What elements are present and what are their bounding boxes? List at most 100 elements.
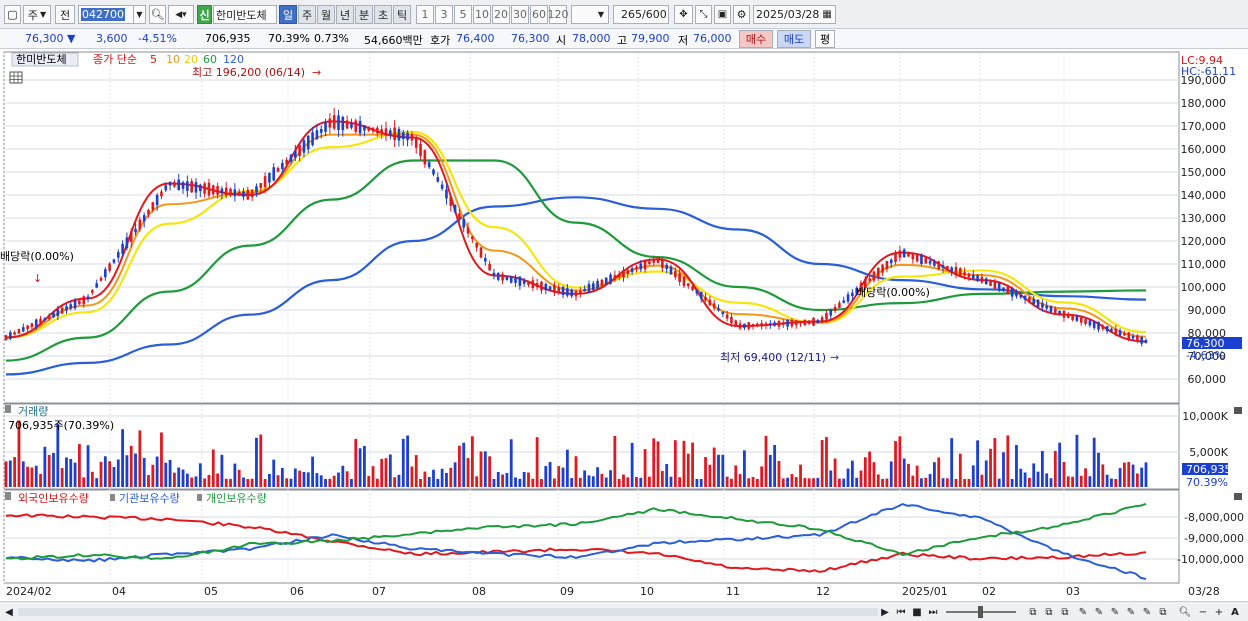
volume-bar xyxy=(432,469,435,487)
code-dropdown-icon[interactable]: ▼ xyxy=(133,5,146,24)
period-tab[interactable]: 일 xyxy=(279,5,297,24)
zoom-slider-handle[interactable] xyxy=(978,606,983,618)
volume-bar xyxy=(587,475,591,487)
candle-body xyxy=(56,309,60,317)
pen-icon[interactable]: ✎ xyxy=(1110,606,1120,618)
volume-bar xyxy=(367,475,371,487)
volume-bar xyxy=(160,432,163,487)
volume-bar xyxy=(462,442,466,487)
price-tick: 80,000 xyxy=(1188,327,1227,340)
period-tab[interactable]: 월 xyxy=(317,5,335,24)
buy-button[interactable]: 매수 xyxy=(739,30,773,48)
interval-button[interactable]: 30 xyxy=(511,5,529,24)
save-icon[interactable]: ▣ xyxy=(714,5,731,24)
prev-button[interactable]: 전 xyxy=(55,5,75,24)
period-tab[interactable]: 틱 xyxy=(393,5,411,24)
candle-body xyxy=(332,115,336,129)
candle-body xyxy=(976,275,979,282)
period-tab[interactable]: 초 xyxy=(374,5,392,24)
volume-bar xyxy=(695,478,699,487)
candle-body xyxy=(630,268,634,273)
volume-bar xyxy=(945,478,949,487)
last-page-icon[interactable]: ⏭ xyxy=(928,606,938,618)
interval-button[interactable]: 20 xyxy=(492,5,510,24)
interval-button[interactable]: 60 xyxy=(530,5,548,24)
holding-close-icon[interactable] xyxy=(1234,493,1242,500)
first-page-icon[interactable]: ⏮ xyxy=(896,606,906,618)
price-panel-frame xyxy=(3,51,1180,404)
volume-bar xyxy=(764,435,768,487)
gear-icon[interactable]: ⚙ xyxy=(733,5,750,24)
chart-window-icon[interactable]: ▢ xyxy=(4,5,21,24)
layout-icon[interactable]: ⧉ xyxy=(1159,606,1167,618)
volume-bar xyxy=(522,471,526,487)
market-label: 주 xyxy=(27,8,38,22)
current-change-tag: -4.63% xyxy=(1186,349,1225,362)
interval-button[interactable]: 1 xyxy=(416,5,434,24)
pen-icon[interactable]: ✎ xyxy=(1142,606,1152,618)
period-tab[interactable]: 년 xyxy=(336,5,354,24)
interval-custom-input[interactable]: ▼ xyxy=(571,5,609,24)
period-tab[interactable]: 분 xyxy=(355,5,373,24)
volume-bar xyxy=(155,456,159,487)
x-label: 02 xyxy=(982,585,996,598)
calendar-icon[interactable]: ▦ xyxy=(822,9,832,20)
crosshair-icon[interactable]: ✥ xyxy=(674,5,693,24)
layout-icon[interactable]: ⧉ xyxy=(1045,606,1053,618)
stock-code-input[interactable]: 042700 xyxy=(78,5,134,24)
candle-body xyxy=(246,189,250,200)
candle-body xyxy=(9,332,12,339)
search-icon[interactable]: 🔍︎ xyxy=(149,5,166,24)
layout-icon[interactable]: ⧉ xyxy=(1061,606,1069,618)
volume-bar xyxy=(820,439,824,487)
period-tab[interactable]: 주 xyxy=(298,5,316,24)
font-size-icon[interactable]: A xyxy=(1231,606,1239,618)
volume-bar xyxy=(237,469,241,487)
volume-bar xyxy=(1101,464,1105,487)
minus-icon[interactable]: − xyxy=(1198,606,1208,618)
legend-foreign: 외국인보유수량 xyxy=(18,492,89,505)
volume-bar xyxy=(812,478,815,487)
scrollbar-track[interactable] xyxy=(18,608,878,616)
volume-bar xyxy=(777,460,781,487)
volume-bar xyxy=(686,453,690,487)
market-select[interactable]: 주 ▼ xyxy=(23,5,51,24)
interval-button[interactable]: 10 xyxy=(473,5,491,24)
price-chart[interactable]: 190,000 180,000 170,000 160,000 150,000 140,0… xyxy=(0,49,1248,601)
volume-bar xyxy=(246,479,250,487)
interval-button[interactable]: 120 xyxy=(548,5,569,24)
sell-button[interactable]: 매도 xyxy=(777,30,811,48)
interval-button[interactable]: 5 xyxy=(454,5,472,24)
date-input[interactable]: 2025/03/28 ▦ xyxy=(753,5,836,24)
pen-icon[interactable]: ✎ xyxy=(1094,606,1104,618)
volume-bar xyxy=(872,462,876,487)
volume-bar xyxy=(173,472,176,487)
volume-bar xyxy=(17,420,21,487)
draw-tool-icon[interactable]: ⤡ xyxy=(695,5,712,24)
volume-close-icon[interactable] xyxy=(1234,407,1242,414)
zoom-icon[interactable]: 🔍︎ xyxy=(1178,606,1192,618)
candle-body xyxy=(1075,316,1079,321)
chevron-down-icon: ▼ xyxy=(39,10,47,19)
plus-icon[interactable]: + xyxy=(1214,606,1224,618)
volume-bar xyxy=(1114,478,1118,487)
x-label: 10 xyxy=(640,585,654,598)
chart-area[interactable]: 190,000 180,000 170,000 160,000 150,000 140,0… xyxy=(0,49,1248,601)
eval-button[interactable]: 평 xyxy=(815,30,835,48)
speaker-icon[interactable]: ◀▾ xyxy=(168,5,194,24)
layout-icon[interactable]: ⧉ xyxy=(1029,606,1037,618)
table-icon[interactable] xyxy=(9,71,23,84)
volume-bar xyxy=(125,455,129,487)
stop-icon[interactable]: ■ xyxy=(912,606,922,618)
scroll-left-icon[interactable]: ◀ xyxy=(5,606,13,618)
scroll-right-icon[interactable]: ▶ xyxy=(881,606,889,618)
date-value: 2025/03/28 xyxy=(756,8,820,21)
pen-icon[interactable]: ✎ xyxy=(1126,606,1136,618)
count-field[interactable]: 265/600 xyxy=(613,5,669,24)
volume-toggle-icon[interactable] xyxy=(5,405,11,413)
volume-bar xyxy=(591,476,595,487)
pen-icon[interactable]: ✎ xyxy=(1078,606,1088,618)
volume-bar xyxy=(427,477,431,487)
interval-button[interactable]: 3 xyxy=(435,5,453,24)
holding-toggle-icon[interactable] xyxy=(5,492,11,500)
